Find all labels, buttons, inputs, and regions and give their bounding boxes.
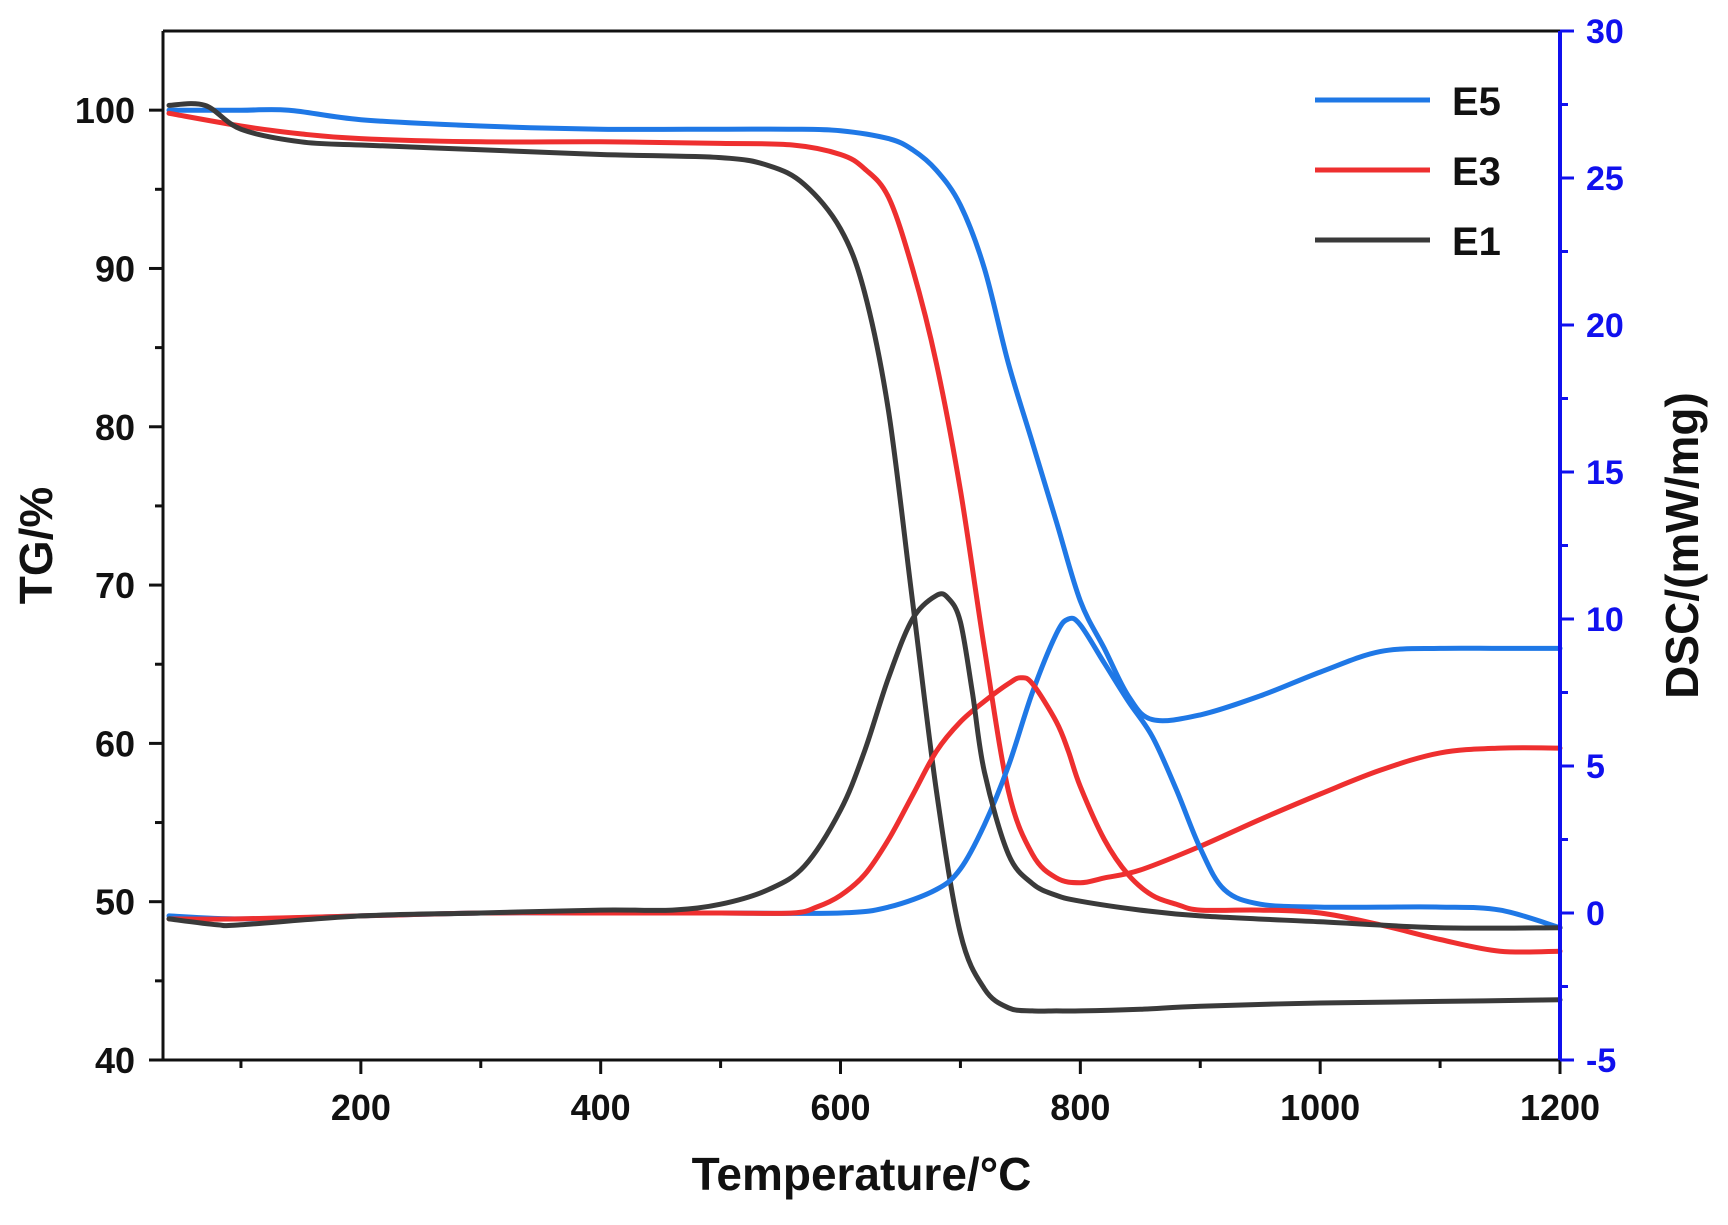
y-left-tick-label: 40 — [95, 1040, 135, 1081]
y-left-tick-label: 60 — [95, 723, 135, 764]
series-e3-tg-line — [166, 110, 1563, 886]
series-e1-tg-line — [166, 101, 1563, 1014]
legend-label-e3: E3 — [1452, 150, 1501, 194]
x-tick-label: 1000 — [1280, 1087, 1360, 1128]
legend: E5 E3 E1 — [1315, 80, 1501, 264]
y-right-tick-label: 25 — [1586, 160, 1624, 198]
y-right-tick-label: 10 — [1586, 601, 1624, 639]
y-right-tick-label: 30 — [1586, 13, 1624, 51]
x-tick-label: 1200 — [1520, 1087, 1600, 1128]
y-left-tick-label: 80 — [95, 407, 135, 448]
y-left-tick-label: 100 — [75, 90, 135, 131]
series-layer — [166, 101, 1563, 1014]
x-axis-title: Temperature/°C — [692, 1148, 1032, 1200]
y-right-tick-label: 20 — [1586, 307, 1624, 345]
y-left-tick-label: 90 — [95, 248, 135, 289]
legend-label-e1: E1 — [1452, 220, 1501, 264]
y-axis-right-title: DSC/(mW/mg) — [1656, 392, 1708, 699]
legend-label-e5: E5 — [1452, 80, 1501, 124]
x-tick-label: 200 — [331, 1087, 391, 1128]
y-right-tick-label: 0 — [1586, 895, 1605, 933]
series-e3-dsc-line — [166, 675, 1563, 955]
y-right-tick-label: -5 — [1586, 1042, 1616, 1080]
x-tick-label: 800 — [1050, 1087, 1110, 1128]
y-left-tick-label: 70 — [95, 565, 135, 606]
series-e5-tg-line — [166, 106, 1563, 724]
y-right-tick-label: 5 — [1586, 748, 1605, 786]
x-tick-label: 400 — [571, 1087, 631, 1128]
y-axis-left-title: TG/% — [10, 487, 62, 605]
axes-layer: 200 400 600 800 1000 1200 40 50 60 70 80 90 100 -5 0 5 1… — [75, 13, 1624, 1128]
x-tick-label: 600 — [810, 1087, 870, 1128]
y-left-tick-label: 50 — [95, 882, 135, 923]
series-e1-dsc-line — [166, 591, 1563, 931]
y-right-tick-label: 15 — [1586, 454, 1624, 492]
